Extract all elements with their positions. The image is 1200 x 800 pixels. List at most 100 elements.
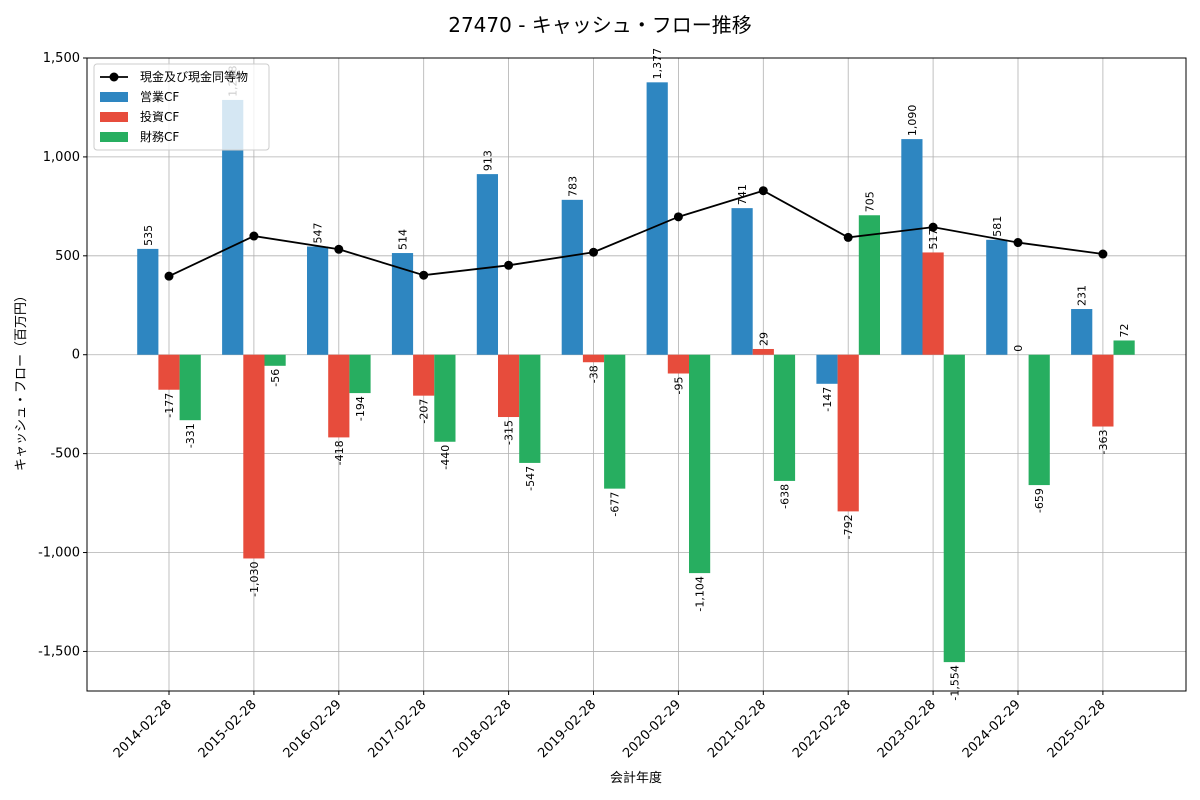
y-tick-label: 1,000	[43, 150, 80, 165]
x-tick-label: 2020-02-29	[620, 697, 684, 761]
legend-label: 営業CF	[140, 90, 179, 104]
data-label: -638	[779, 484, 792, 509]
cash-point	[334, 244, 344, 254]
data-label: -1,104	[694, 576, 707, 611]
y-tick-label: -1,500	[38, 644, 80, 659]
data-label: -95	[672, 377, 685, 395]
cash-line-path	[168, 189, 1104, 278]
y-axis-title: キャッシュ・フロー（百万円）	[14, 289, 29, 471]
data-label: -792	[842, 514, 855, 539]
data-label: -194	[354, 396, 367, 421]
bar-投資CF	[498, 354, 520, 418]
legend-box	[93, 63, 270, 151]
data-label: 535	[142, 225, 155, 246]
bar-財務CF	[1113, 340, 1135, 355]
data-label: -1,030	[248, 561, 261, 596]
cash-point	[843, 232, 853, 242]
data-label: 741	[736, 184, 749, 205]
data-label: 1,377	[651, 48, 664, 80]
bar-投資CF	[1092, 354, 1114, 427]
bar-営業CF	[986, 239, 1008, 355]
data-label: 783	[566, 176, 579, 197]
bar-投資CF	[243, 354, 265, 559]
cash-point	[504, 260, 514, 270]
data-label: -363	[1097, 430, 1110, 455]
cash-line	[164, 186, 1108, 281]
data-label: -677	[609, 492, 622, 517]
cash-point	[1013, 238, 1023, 248]
cash-point	[419, 270, 429, 280]
data-label: 0	[1012, 345, 1025, 352]
cash-point	[1098, 249, 1108, 259]
bar-財務CF	[349, 354, 371, 394]
x-tick-label: 2023-02-28	[875, 697, 939, 761]
cash-point	[589, 247, 598, 257]
data-label: 705	[863, 191, 876, 212]
data-label: -547	[524, 466, 537, 491]
x-tick-label: 2017-02-28	[365, 697, 429, 761]
data-label: 514	[397, 229, 410, 250]
data-label: 913	[481, 150, 494, 171]
y-tick-label: -1,000	[38, 546, 80, 561]
bar-投資CF	[752, 348, 774, 355]
bar-営業CF	[731, 208, 753, 355]
x-tick-label: 2018-02-28	[450, 697, 514, 761]
x-tick-label: 2022-02-28	[790, 697, 854, 761]
bar-財務CF	[604, 354, 626, 489]
x-tick-label: 2025-02-28	[1045, 697, 1109, 761]
bar-投資CF	[582, 354, 605, 363]
legend-label: 財務CF	[140, 129, 179, 144]
bar-営業CF	[222, 99, 244, 355]
bar-営業CF	[391, 253, 414, 355]
legend-swatch	[100, 112, 128, 122]
data-label: -418	[333, 440, 346, 465]
cash-point	[673, 212, 683, 222]
bar-財務CF	[689, 354, 711, 574]
data-label: 517	[927, 228, 940, 249]
bar-営業CF	[901, 139, 923, 355]
data-label: -147	[821, 387, 834, 412]
x-tick-label: 2015-02-28	[196, 697, 260, 761]
cash-point	[928, 222, 938, 232]
bar-投資CF	[158, 354, 180, 390]
legend-label: 現金及び現金同等物	[140, 69, 248, 84]
bar-営業CF	[307, 246, 329, 355]
x-tick-label: 2014-02-28	[111, 697, 175, 761]
y-tick-label: 1,500	[43, 51, 80, 66]
y-tick-label: 0	[72, 348, 80, 363]
data-labels: 5351,2885475149137831,377741-1471,090581…	[142, 48, 1131, 701]
grid	[87, 57, 1186, 691]
data-label: -1,554	[948, 665, 961, 700]
data-label: -207	[418, 399, 431, 424]
data-label: -56	[269, 369, 282, 387]
bar-投資CF	[413, 354, 435, 396]
x-tick-label: 2024-02-29	[960, 697, 1024, 761]
bar-営業CF	[646, 82, 668, 355]
bar-投資CF	[667, 354, 689, 374]
data-label: 231	[1076, 285, 1089, 306]
bar-営業CF	[816, 354, 838, 384]
bar-営業CF	[137, 248, 159, 355]
cash-point	[249, 231, 259, 241]
x-tick-label: 2016-02-29	[281, 697, 345, 761]
bar-財務CF	[179, 354, 201, 421]
legend-marker	[109, 72, 119, 82]
bar-財務CF	[434, 354, 456, 442]
bar-財務CF	[519, 354, 541, 463]
x-tick-label: 2019-02-28	[535, 697, 599, 761]
y-tick-label: 500	[55, 249, 80, 264]
data-label: -440	[439, 445, 452, 470]
bar-投資CF	[837, 354, 859, 512]
x-tick-label: 2021-02-28	[705, 697, 769, 761]
plot-frame	[86, 57, 1187, 692]
data-label: -659	[1033, 488, 1046, 513]
bar-投資CF	[922, 252, 944, 355]
data-label: 72	[1118, 323, 1131, 337]
bars	[137, 82, 1135, 663]
bar-投資CF	[328, 354, 350, 438]
cash-point	[164, 271, 174, 281]
legend-swatch	[100, 92, 128, 102]
y-tick-label: -500	[50, 447, 80, 462]
